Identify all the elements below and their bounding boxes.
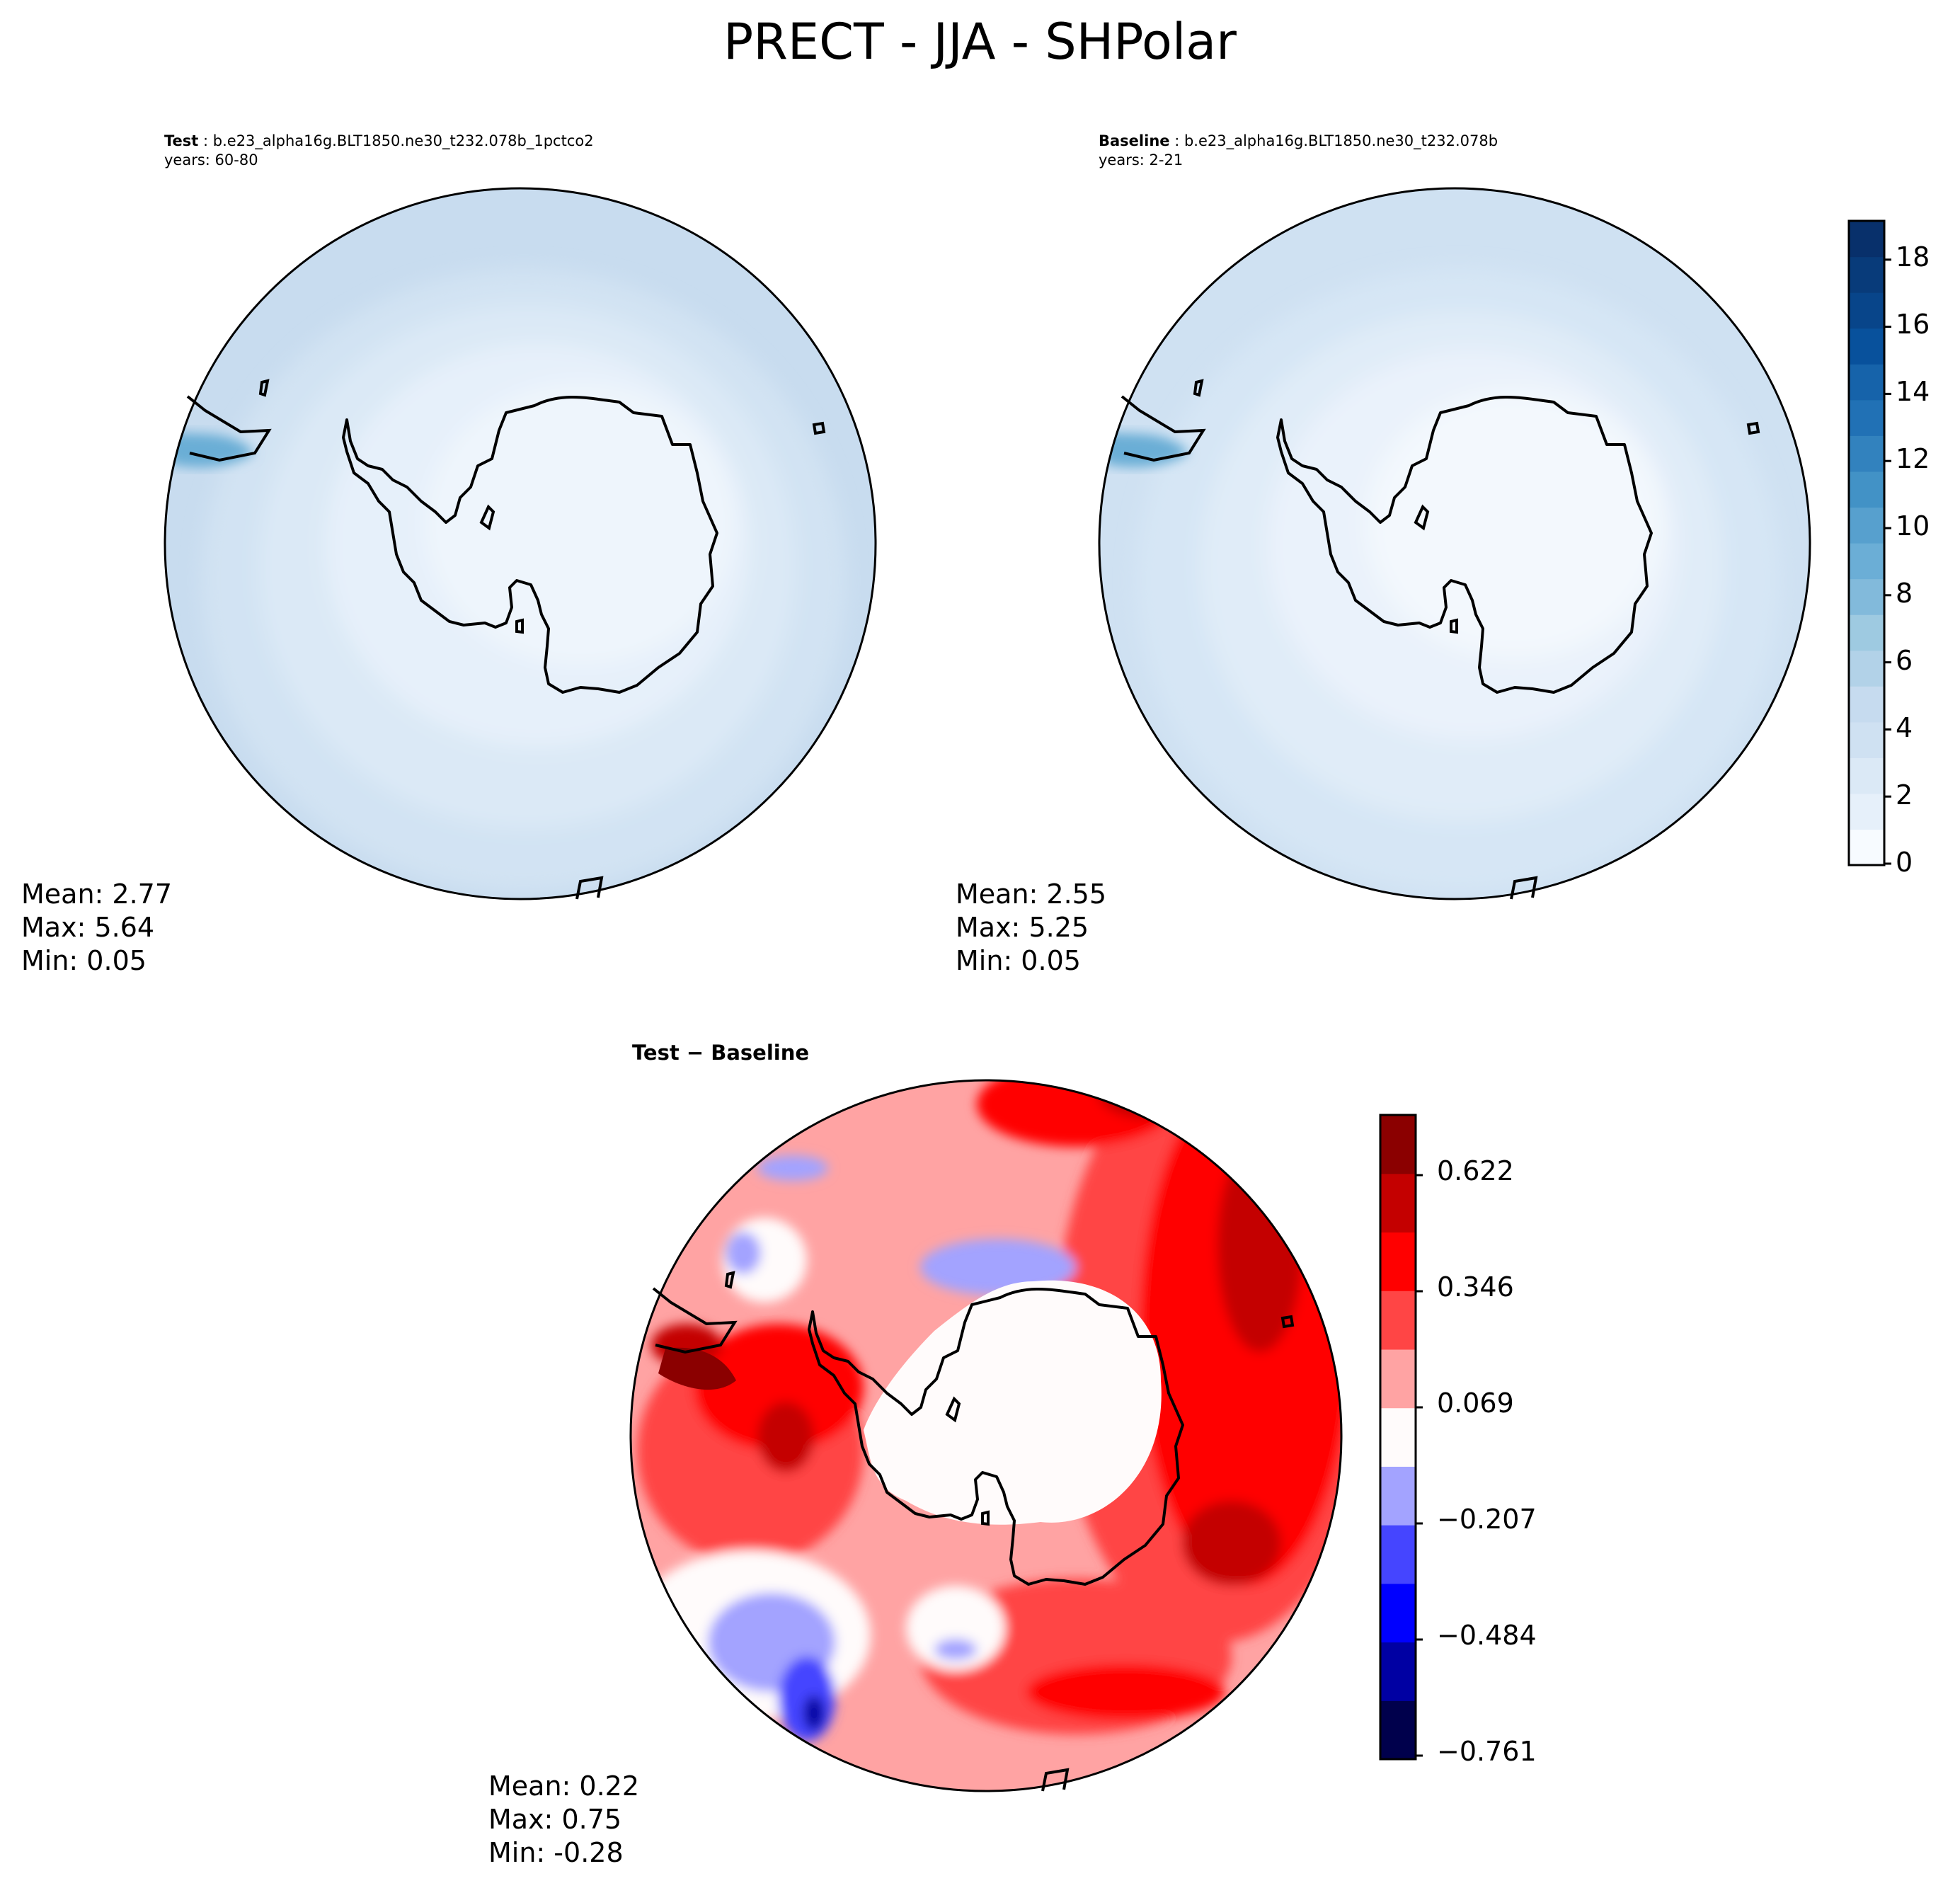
cb-diff-tick: −0.761 xyxy=(1437,1736,1537,1767)
colorbar-segment xyxy=(1849,650,1884,687)
colorbar-segment xyxy=(1849,721,1884,758)
cb-diff-tick: 0.622 xyxy=(1437,1155,1514,1186)
colorbar-segment xyxy=(1849,435,1884,472)
colorbar-segment xyxy=(1849,507,1884,544)
cb-main-tick: 16 xyxy=(1896,309,1930,340)
colorbar-segment xyxy=(1380,1115,1416,1174)
colorbar-segment xyxy=(1849,292,1884,329)
cb-diff-tick: −0.484 xyxy=(1437,1620,1537,1651)
test-min: Min: 0.05 xyxy=(21,945,147,976)
cb-diff-tick: −0.207 xyxy=(1437,1504,1537,1535)
colorbar-segment xyxy=(1849,364,1884,401)
baseline-panel-title: Baseline : b.e23_alpha16g.BLT1850.ne30_t… xyxy=(1099,132,1498,168)
cb-main-tick: 18 xyxy=(1896,241,1930,273)
test-years: years: 60-80 xyxy=(164,151,258,168)
colorbar-segment xyxy=(1380,1642,1416,1701)
colorbar-segment xyxy=(1380,1232,1416,1291)
colorbar-segment xyxy=(1380,1349,1416,1409)
diff-stats: Mean: 0.22 Max: 0.75 Min: -0.28 xyxy=(488,1770,639,1870)
colorbar-segment xyxy=(1849,578,1884,615)
test-panel-title: Test : b.e23_alpha16g.BLT1850.ne30_t232.… xyxy=(164,132,594,168)
colorbar-frame xyxy=(1379,1114,1417,1761)
cb-main-tick: 2 xyxy=(1896,779,1913,811)
cb-main-tick: 6 xyxy=(1896,645,1913,676)
diff-max: Max: 0.75 xyxy=(488,1804,622,1835)
diff-min: Min: -0.28 xyxy=(488,1837,624,1868)
colorbar-segment xyxy=(1380,1291,1416,1350)
colorbar-segment xyxy=(1849,757,1884,794)
colorbar-frame xyxy=(1847,219,1886,866)
colorbar-segment xyxy=(1380,1525,1416,1584)
colorbar-segment xyxy=(1380,1466,1416,1526)
cb-main-tick: 4 xyxy=(1896,712,1913,743)
colorbar-segment xyxy=(1849,829,1884,866)
baseline-stats: Mean: 2.55 Max: 5.25 Min: 0.05 xyxy=(956,878,1106,978)
cb-diff-tick: 0.069 xyxy=(1437,1388,1514,1419)
cb-main-tick: 0 xyxy=(1896,847,1913,878)
test-mean: Mean: 2.77 xyxy=(21,879,173,910)
baseline-case-name: b.e23_alpha16g.BLT1850.ne30_t232.078b xyxy=(1184,132,1498,149)
test-map xyxy=(165,188,876,899)
colorbar-segment xyxy=(1849,471,1884,508)
colorbar-segment xyxy=(1849,686,1884,723)
colorbar-segment xyxy=(1849,399,1884,436)
baseline-map xyxy=(1099,188,1810,899)
baseline-min: Min: 0.05 xyxy=(956,945,1081,976)
baseline-years: years: 2-21 xyxy=(1099,151,1184,168)
diff-panel-title: Test − Baseline xyxy=(632,1041,810,1065)
test-stats: Mean: 2.77 Max: 5.64 Min: 0.05 xyxy=(21,878,172,978)
cb-main-tick: 10 xyxy=(1896,510,1930,542)
colorbar-segment xyxy=(1849,793,1884,830)
cb-main-tick: 14 xyxy=(1896,376,1930,407)
colorbar-segment xyxy=(1849,614,1884,651)
colorbar-segment xyxy=(1380,1700,1416,1760)
baseline-label: Baseline xyxy=(1099,132,1170,149)
diff-map xyxy=(631,1080,1341,1791)
colorbar-main xyxy=(1847,219,1891,866)
baseline-max: Max: 5.25 xyxy=(956,912,1089,943)
colorbar-segment xyxy=(1849,221,1884,258)
cb-main-tick: 12 xyxy=(1896,443,1930,474)
colorbar-segment xyxy=(1849,256,1884,293)
colorbar-segment xyxy=(1380,1407,1416,1467)
colorbar-segment xyxy=(1849,328,1884,365)
test-label: Test xyxy=(164,132,199,149)
colorbar-segment xyxy=(1849,543,1884,580)
baseline-mean: Mean: 2.55 xyxy=(956,879,1107,910)
figure-title: PRECT - JJA - SHPolar xyxy=(723,13,1237,71)
test-max: Max: 5.64 xyxy=(21,912,155,943)
colorbar-segment xyxy=(1380,1583,1416,1643)
diff-mean: Mean: 0.22 xyxy=(488,1770,640,1802)
colorbar-segment xyxy=(1380,1173,1416,1233)
test-case-name: b.e23_alpha16g.BLT1850.ne30_t232.078b_1p… xyxy=(212,132,594,149)
colorbar-diff xyxy=(1379,1114,1423,1761)
cb-diff-tick: 0.346 xyxy=(1437,1271,1514,1303)
cb-main-tick: 8 xyxy=(1896,578,1913,609)
